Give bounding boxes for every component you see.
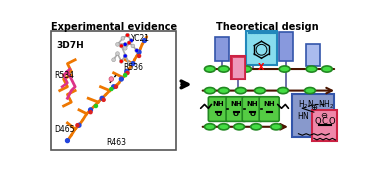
Ellipse shape [218,124,229,130]
Circle shape [135,49,139,52]
Text: Experimental evidence: Experimental evidence [51,22,177,32]
Circle shape [131,62,135,65]
Circle shape [123,54,127,58]
Text: NH: NH [230,101,242,107]
Ellipse shape [322,66,332,72]
Circle shape [124,74,127,77]
Text: NH: NH [212,101,224,107]
Text: O: O [249,111,255,117]
Bar [215,37,229,61]
Text: O: O [328,117,335,126]
Text: NH: NH [246,101,258,107]
Ellipse shape [271,124,282,130]
Text: R536: R536 [124,63,144,72]
Circle shape [125,33,129,37]
FancyBboxPatch shape [226,97,246,121]
Ellipse shape [204,66,215,72]
Circle shape [116,52,119,56]
Circle shape [131,44,135,48]
Text: $\oplus$: $\oplus$ [310,103,318,112]
Text: $\ominus$: $\ominus$ [321,111,329,120]
Circle shape [112,85,116,89]
Bar [231,56,245,79]
Circle shape [126,71,129,74]
Circle shape [115,85,118,88]
Text: R534: R534 [54,71,74,80]
Circle shape [119,44,123,48]
Circle shape [129,39,133,42]
Text: $\mathsf{HN}$: $\mathsf{HN}$ [297,110,310,121]
Text: O: O [314,117,321,126]
Circle shape [110,88,113,91]
Text: R463: R463 [106,139,126,147]
FancyBboxPatch shape [242,97,262,121]
Text: NH: NH [263,101,275,107]
Circle shape [119,77,123,81]
Circle shape [121,36,125,40]
Text: $\mathsf{H_2N}$: $\mathsf{H_2N}$ [299,98,315,111]
FancyBboxPatch shape [208,97,228,121]
Circle shape [65,139,70,143]
Bar [246,31,277,65]
Ellipse shape [204,88,215,94]
Ellipse shape [241,66,251,72]
Text: YC21: YC21 [132,34,150,43]
Circle shape [119,59,123,63]
Text: O: O [215,111,222,117]
Circle shape [88,108,93,112]
Circle shape [109,77,114,81]
Ellipse shape [218,88,229,94]
Circle shape [76,124,79,127]
Circle shape [127,41,131,45]
Circle shape [127,62,131,65]
Bar [306,44,320,66]
Bar [279,32,293,61]
Bar [232,57,244,78]
Ellipse shape [251,124,262,130]
Text: D465: D465 [54,125,75,134]
Ellipse shape [254,88,265,94]
Text: X: X [258,63,265,72]
Ellipse shape [235,88,246,94]
FancyBboxPatch shape [259,97,279,121]
Circle shape [143,39,146,42]
Circle shape [125,69,129,73]
Circle shape [137,50,141,54]
Circle shape [123,42,127,46]
Circle shape [94,104,98,108]
Circle shape [100,96,104,100]
Circle shape [102,98,105,101]
Bar [291,94,334,137]
Ellipse shape [234,124,245,130]
Circle shape [112,58,116,62]
Circle shape [77,123,81,127]
Circle shape [138,54,141,57]
Ellipse shape [306,66,317,72]
Ellipse shape [305,88,315,94]
Text: 3D7H: 3D7H [56,41,84,50]
Circle shape [123,46,127,50]
Circle shape [89,111,92,114]
Text: C: C [322,117,328,126]
Ellipse shape [278,88,288,94]
Ellipse shape [204,124,215,130]
Text: $\mathsf{NH_2}$: $\mathsf{NH_2}$ [318,98,334,111]
Bar [51,31,176,150]
Text: Theoretical design: Theoretical design [215,22,318,32]
Ellipse shape [279,66,290,72]
Bar [312,110,337,141]
Ellipse shape [218,66,229,72]
Circle shape [116,42,119,46]
Text: O: O [233,111,239,117]
